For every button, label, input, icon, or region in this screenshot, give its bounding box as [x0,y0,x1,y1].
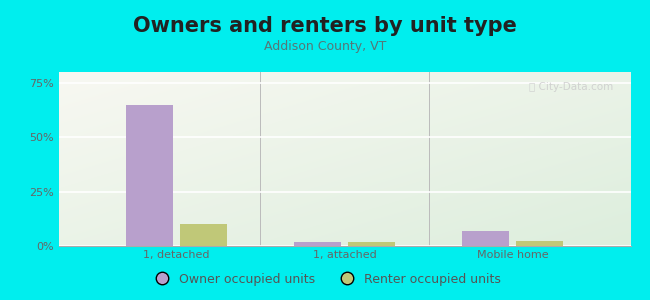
Bar [126,105,173,246]
Bar [179,224,227,246]
Text: Owners and renters by unit type: Owners and renters by unit type [133,16,517,35]
Text: Addison County, VT: Addison County, VT [264,40,386,53]
Legend: Owner occupied units, Renter occupied units: Owner occupied units, Renter occupied un… [144,268,506,291]
Bar [348,242,395,246]
Text: ⓘ City-Data.com: ⓘ City-Data.com [529,82,614,92]
Bar [516,241,563,246]
Bar [462,231,510,246]
Bar [294,242,341,246]
